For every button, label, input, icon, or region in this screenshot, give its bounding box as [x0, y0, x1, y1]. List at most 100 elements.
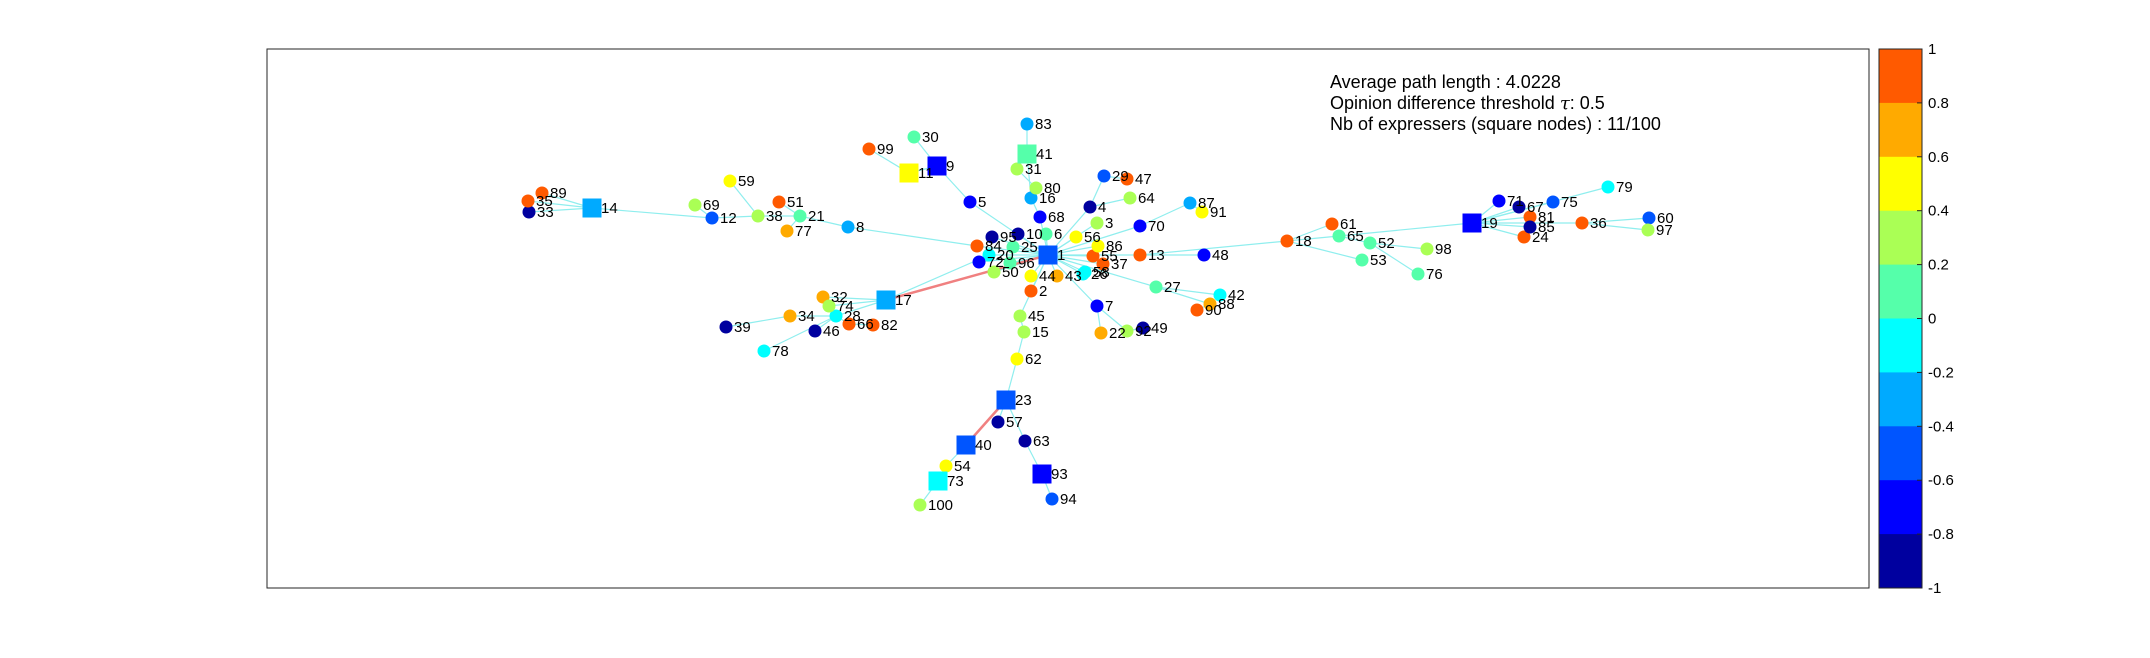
- node-label-99: 99: [877, 141, 894, 158]
- colorbar-tick-label: -0.8: [1928, 526, 1954, 543]
- node-layer: [521, 117, 1656, 512]
- network-edge: [1471, 216, 1531, 224]
- node-label-19: 19: [1481, 215, 1498, 232]
- node-label-93: 93: [1051, 466, 1068, 483]
- network-edge: [528, 207, 593, 213]
- node-label-47: 47: [1135, 171, 1152, 188]
- network-edge: [527, 200, 593, 209]
- network-node-91: [1195, 205, 1209, 219]
- colorbar-tick-label: -1: [1928, 580, 1941, 597]
- network-edge-highlight: [885, 253, 1049, 302]
- node-label-46: 46: [823, 323, 840, 340]
- network-edge: [1338, 222, 1473, 237]
- network-edge: [1581, 222, 1649, 231]
- node-label-86: 86: [1106, 238, 1123, 255]
- node-label-53: 53: [1370, 252, 1387, 269]
- node-label-98: 98: [1435, 241, 1452, 258]
- network-node-46: [808, 324, 822, 338]
- network-edge: [1047, 254, 1157, 288]
- average-path-length-text: Average path length : 4.0228: [1330, 72, 1561, 92]
- colorbar-tick-label: 0.8: [1928, 95, 1949, 112]
- expresser-node-23: [996, 390, 1016, 410]
- colorbar-segment: [1879, 318, 1922, 373]
- node-label-18: 18: [1295, 233, 1312, 250]
- network-node-20: [982, 248, 996, 262]
- network-edge: [799, 215, 849, 228]
- node-label-64: 64: [1138, 190, 1155, 207]
- node-label-35: 35: [536, 193, 553, 210]
- node-label-28: 28: [844, 308, 861, 325]
- network-node-60: [1642, 211, 1656, 225]
- network-node-45: [1013, 309, 1027, 323]
- node-label-57: 57: [1006, 414, 1023, 431]
- network-node-69: [688, 198, 702, 212]
- node-label-17: 17: [895, 292, 912, 309]
- node-label-94: 94: [1060, 491, 1077, 508]
- node-label-4: 4: [1098, 199, 1106, 216]
- colorbar-segment: [1879, 264, 1922, 319]
- node-label-40: 40: [975, 437, 992, 454]
- network-node-86: [1091, 239, 1105, 253]
- node-label-74: 74: [837, 298, 854, 315]
- network-node-80: [1029, 181, 1043, 195]
- expresser-node-14: [582, 198, 602, 218]
- network-node-18: [1280, 234, 1294, 248]
- colorbar-tick-label: -0.6: [1928, 472, 1954, 489]
- node-label-54: 54: [954, 458, 971, 475]
- network-node-12: [705, 211, 719, 225]
- network-node-58: [1078, 265, 1092, 279]
- node-label-13: 13: [1148, 247, 1165, 264]
- colorbar-tick-label: 0.4: [1928, 203, 1949, 220]
- node-label-33: 33: [537, 204, 554, 221]
- node-label-85: 85: [1538, 219, 1555, 236]
- network-node-42: [1213, 288, 1227, 302]
- info-annotation: Average path length : 4.0228 Opinion dif…: [1330, 72, 1661, 134]
- network-edge: [1471, 222, 1531, 228]
- node-label-77: 77: [795, 223, 812, 240]
- network-node-35: [521, 194, 535, 208]
- network-edge: [1369, 242, 1419, 275]
- network-node-38: [751, 209, 765, 223]
- node-label-87: 87: [1198, 195, 1215, 212]
- network-edge: [1096, 305, 1128, 332]
- node-label-27: 27: [1164, 279, 1181, 296]
- node-label-80: 80: [1044, 180, 1061, 197]
- node-label-62: 62: [1025, 351, 1042, 368]
- network-node-43: [1050, 269, 1064, 283]
- network-node-49: [1136, 321, 1150, 335]
- node-label-88: 88: [1218, 296, 1235, 313]
- network-edge: [1286, 223, 1333, 242]
- node-label-97: 97: [1656, 222, 1673, 239]
- node-label-78: 78: [772, 343, 789, 360]
- node-label-68: 68: [1048, 209, 1065, 226]
- node-label-73: 73: [947, 473, 964, 490]
- network-node-61: [1325, 217, 1339, 231]
- node-label-32: 32: [831, 289, 848, 306]
- network-node-39: [719, 320, 733, 334]
- node-label-100: 100: [928, 497, 953, 514]
- network-node-83: [1020, 117, 1034, 131]
- network-node-24: [1517, 230, 1531, 244]
- network-node-6: [1039, 227, 1053, 241]
- network-edge: [1139, 240, 1288, 256]
- network-node-64: [1123, 191, 1137, 205]
- node-label-36: 36: [1590, 215, 1607, 232]
- network-node-81: [1523, 210, 1537, 224]
- network-node-67: [1512, 200, 1526, 214]
- node-label-7: 7: [1105, 298, 1113, 315]
- network-edge: [1581, 217, 1650, 224]
- network-node-47: [1120, 172, 1134, 186]
- colorbar-segment: [1879, 49, 1922, 104]
- network-node-95: [985, 230, 999, 244]
- network-edge: [725, 315, 791, 328]
- network-node-94: [1045, 492, 1059, 506]
- network-edge: [591, 207, 713, 219]
- expresser-node-73: [928, 471, 948, 491]
- node-label-6: 6: [1054, 226, 1062, 243]
- node-label-66: 66: [857, 316, 874, 333]
- network-node-30: [907, 130, 921, 144]
- network-node-100: [913, 498, 927, 512]
- plot-axes-frame: [266, 48, 1870, 589]
- colorbar-tick-label: 1: [1928, 41, 1936, 58]
- node-label-48: 48: [1212, 247, 1229, 264]
